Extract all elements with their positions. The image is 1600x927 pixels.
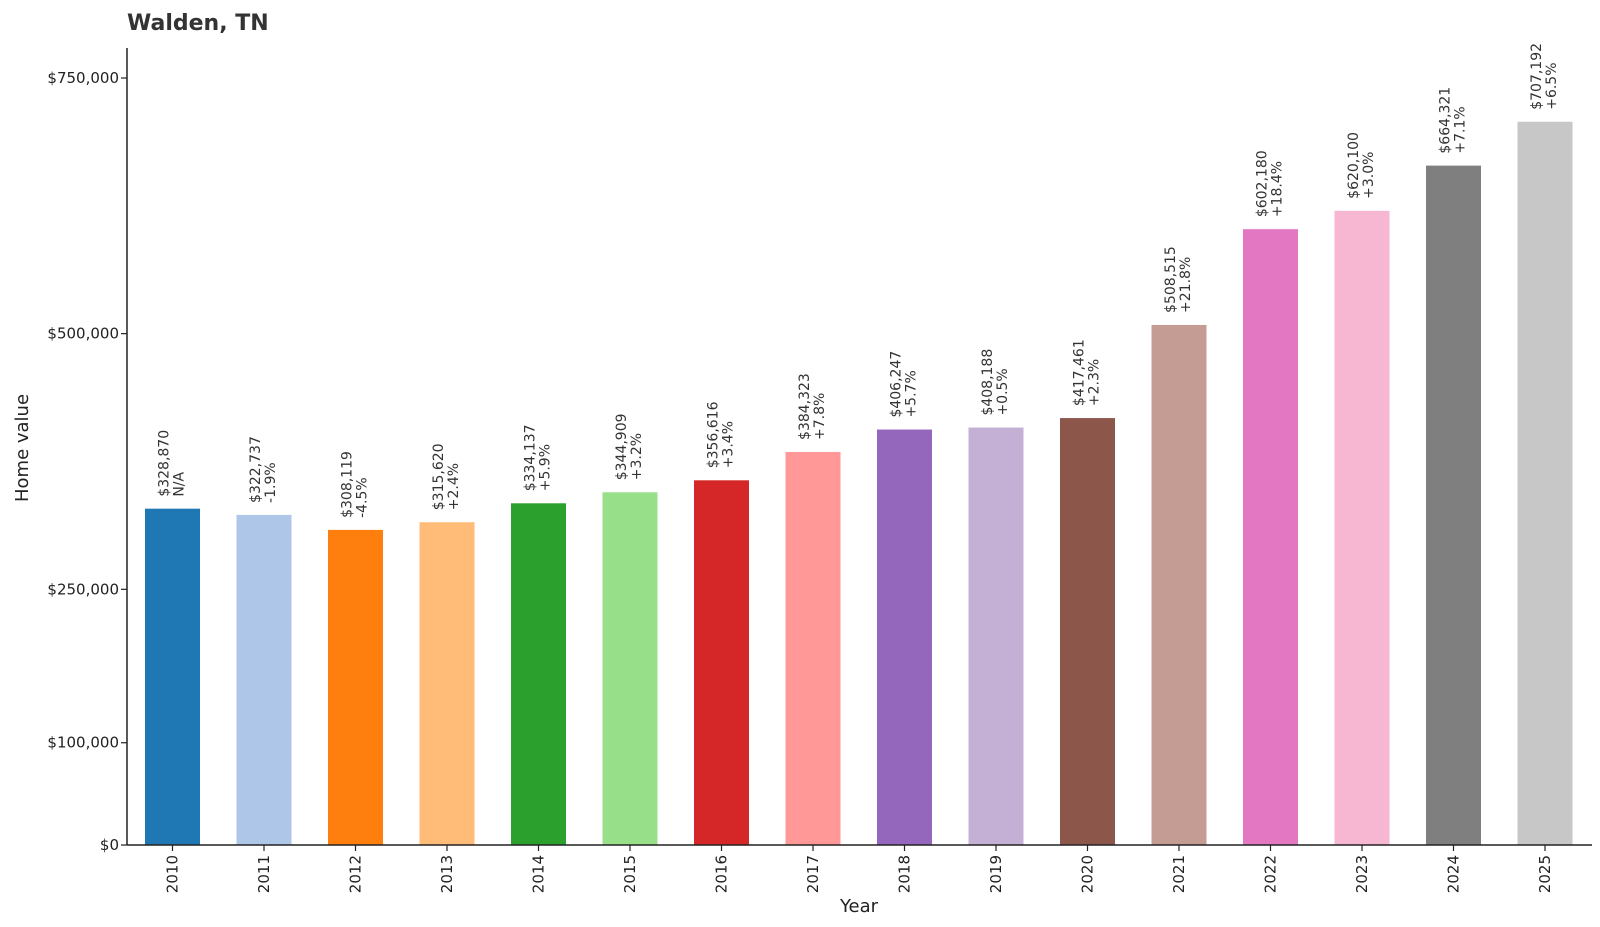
bar-label-2012: $308,119 -4.5% (340, 451, 371, 518)
x-axis-ticks: 2010 2011 2012 2013 2014 2015 2016 2017 2018 2019… (164, 845, 1554, 893)
bar-label-2017: $384,323 +7.8% (797, 373, 828, 440)
bar-label-2013: $315,620 +2.4% (431, 443, 462, 510)
change-label: +6.5% (1544, 62, 1560, 109)
change-label: +3.2% (629, 433, 645, 480)
y-tick-label: $100,000 (47, 734, 119, 752)
bar-2021 (1151, 324, 1207, 846)
value-label: $328,870 (157, 430, 173, 497)
x-tick-label: 2025 (1536, 855, 1554, 893)
change-label: +2.4% (446, 463, 462, 510)
bar-label-2016: $356,616 +3.4% (706, 401, 737, 468)
x-tick-label: 2021 (1170, 855, 1188, 893)
bar-label-2025: $707,192 +6.5% (1529, 43, 1560, 110)
x-tick-label: 2017 (804, 855, 822, 893)
bar-label-2018: $406,247 +5.7% (889, 351, 920, 418)
value-label: $602,180 (1255, 150, 1271, 217)
bar-label-2010: $328,870 N/A (157, 430, 188, 497)
bar-2016 (694, 480, 749, 845)
change-label: +5.9% (538, 444, 554, 491)
bar-label-2014: $334,137 +5.9% (523, 424, 554, 491)
bars (145, 121, 1573, 846)
y-tick-label: $500,000 (47, 325, 119, 343)
x-tick-label: 2016 (713, 855, 731, 893)
bar-2015 (602, 492, 658, 845)
x-axis-label: Year (839, 896, 879, 917)
value-label: $664,321 (1438, 87, 1454, 154)
change-label: +0.5% (995, 368, 1011, 415)
x-tick-label: 2022 (1262, 855, 1280, 893)
value-label: $344,909 (614, 413, 630, 480)
x-tick-label: 2015 (621, 855, 639, 893)
change-label: +7.8% (812, 393, 828, 440)
x-tick-label: 2019 (987, 855, 1005, 893)
bar-2024 (1426, 165, 1481, 845)
chart-title: Walden, TN (127, 11, 269, 36)
bar-2018 (877, 429, 932, 845)
x-tick-label: 2014 (530, 855, 548, 893)
bar-label-2015: $344,909 +3.2% (614, 413, 645, 480)
bar-label-2020: $417,461 +2.3% (1072, 339, 1103, 406)
bar-2010 (145, 508, 200, 845)
bar-label-2019: $408,188 +0.5% (980, 349, 1011, 416)
y-tick-label: $0 (100, 836, 119, 854)
y-tick-label: $750,000 (47, 69, 119, 87)
value-label: $408,188 (980, 349, 996, 416)
x-tick-label: 2020 (1079, 855, 1097, 893)
value-label: $315,620 (431, 443, 447, 510)
bar-2013 (419, 522, 475, 845)
bar-2025 (1517, 121, 1573, 845)
change-label: +21.8% (1178, 257, 1194, 313)
value-label: $417,461 (1072, 339, 1088, 406)
bar-2020 (1060, 418, 1115, 845)
y-axis-ticks: $0 $100,000 $250,000 $500,000 $750,000 (47, 69, 127, 854)
bar-labels: $328,870 N/A $322,737 -1.9% $308,119 -4.5% $31… (157, 43, 1561, 518)
bar-2022 (1243, 229, 1298, 845)
change-label: +3.4% (721, 421, 737, 468)
value-label: $308,119 (340, 451, 356, 518)
x-tick-label: 2010 (164, 855, 182, 893)
bar-2019 (968, 427, 1024, 845)
change-label: +18.4% (1270, 161, 1286, 217)
value-label: $620,100 (1346, 132, 1362, 199)
x-tick-label: 2012 (347, 855, 365, 893)
x-tick-label: 2011 (255, 855, 273, 893)
value-label: $334,137 (523, 424, 539, 491)
value-label: $322,737 (248, 436, 264, 503)
change-label: +3.0% (1361, 152, 1377, 199)
bar-2023 (1334, 210, 1390, 845)
value-label: $384,323 (797, 373, 813, 440)
x-tick-label: 2013 (438, 855, 456, 893)
x-tick-label: 2023 (1353, 855, 1371, 893)
change-label: +5.7% (904, 370, 920, 417)
value-label: $707,192 (1529, 43, 1545, 110)
change-label: -4.5% (355, 477, 371, 518)
bar-2012 (328, 529, 383, 845)
change-label: N/A (172, 471, 188, 496)
change-label: +2.3% (1087, 359, 1103, 406)
y-tick-label: $250,000 (47, 580, 119, 598)
x-tick-label: 2018 (896, 855, 914, 893)
change-label: +7.1% (1453, 106, 1469, 153)
change-label: -1.9% (263, 462, 279, 503)
bar-2014 (511, 503, 566, 845)
bar-label-2021: $508,515 +21.8% (1163, 246, 1194, 313)
bar-label-2011: $322,737 -1.9% (248, 436, 279, 503)
bar-2017 (785, 451, 841, 845)
y-axis-label: Home value (12, 394, 33, 502)
value-label: $356,616 (706, 401, 722, 468)
value-label: $406,247 (889, 351, 905, 418)
bar-2011 (236, 514, 292, 845)
value-label: $508,515 (1163, 246, 1179, 313)
bar-label-2023: $620,100 +3.0% (1346, 132, 1377, 199)
bar-label-2024: $664,321 +7.1% (1438, 87, 1469, 154)
bar-label-2022: $602,180 +18.4% (1255, 150, 1286, 217)
x-tick-label: 2024 (1445, 855, 1463, 893)
